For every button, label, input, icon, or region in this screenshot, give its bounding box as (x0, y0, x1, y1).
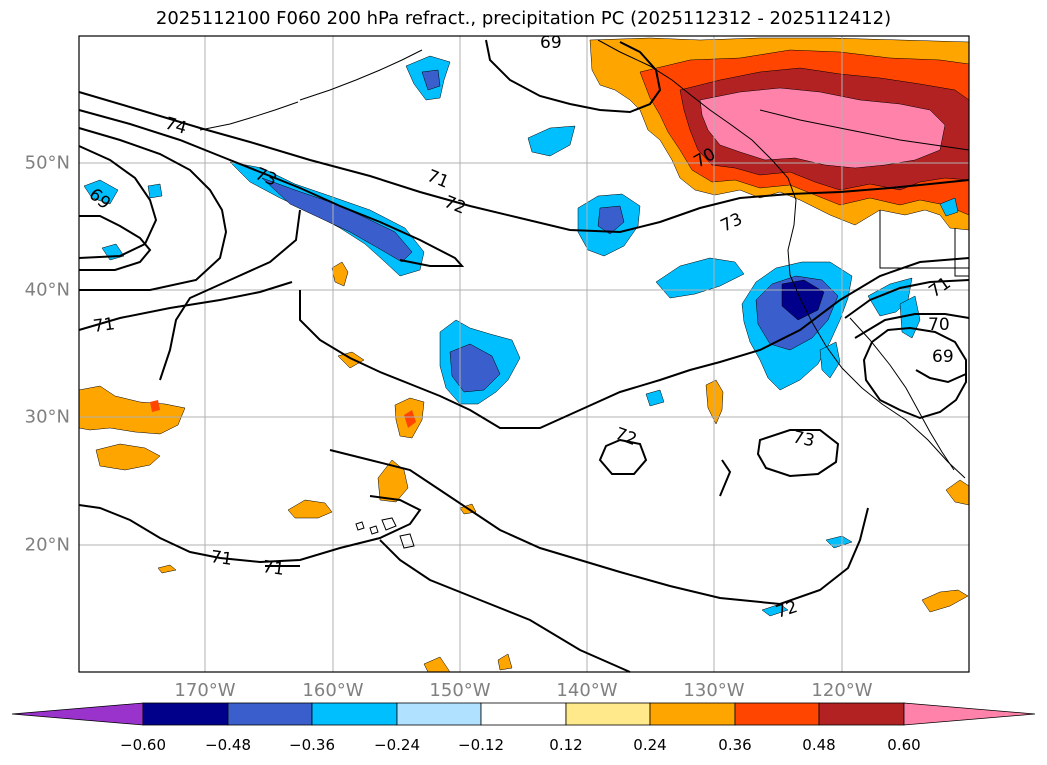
colorbar-tick-label: −0.36 (289, 736, 335, 754)
colorbar-bin (227, 702, 313, 726)
map-frame (78, 35, 970, 673)
coastlines (199, 39, 970, 549)
colorbar-tick-label: −0.12 (458, 736, 504, 754)
colorbar (11, 702, 1036, 726)
precip-red-spots (150, 400, 416, 428)
contour-label: 73 (791, 427, 816, 451)
colorbar-bin (565, 702, 651, 726)
lon-label: 140°W (556, 680, 618, 701)
precip-positive-patches (78, 261, 970, 673)
colorbar-extend-high (903, 702, 1036, 726)
colorbar-bin (480, 702, 567, 726)
colorbar-tick-label: 0.48 (802, 736, 836, 754)
contour-label: 69 (540, 33, 562, 53)
contour-label: 69 (932, 347, 954, 367)
lon-label: 130°W (683, 680, 745, 701)
colorbar-tick-label: −0.48 (205, 736, 251, 754)
colorbar-tick-label: −0.60 (120, 736, 166, 754)
map-title: 2025112100 F060 200 hPa refract., precip… (155, 8, 892, 29)
lat-label: 40°N (24, 279, 70, 301)
lon-label: 120°W (811, 680, 873, 701)
lon-label: 160°W (302, 680, 364, 701)
colorbar-tick-label: 0.36 (718, 736, 752, 754)
colorbar-bin (649, 702, 736, 726)
contour-label: 70 (928, 315, 950, 335)
lon-label: 150°W (429, 680, 491, 701)
colorbar-tick-label: 0.24 (633, 736, 667, 754)
colorbar-tick-label: −0.24 (374, 736, 420, 754)
lat-label: 50°N (24, 152, 70, 174)
colorbar-bin (818, 702, 905, 726)
colorbar-bin (142, 702, 229, 726)
colorbar-tick-label: 0.12 (549, 736, 583, 754)
refractivity-contours (78, 39, 970, 673)
lat-label: 20°N (24, 534, 70, 556)
colorbar-bin (311, 702, 398, 726)
colorbar-bin (396, 702, 482, 726)
colorbar-bin (734, 702, 820, 726)
colorbar-tick-label: 0.60 (887, 736, 921, 754)
lon-label: 170°W (174, 680, 236, 701)
contour-label: 71 (209, 547, 233, 570)
colorbar-extend-low (11, 702, 144, 726)
lat-label: 30°N (24, 406, 70, 428)
contour-label: 71 (92, 314, 116, 337)
contour-label: 71 (261, 557, 285, 580)
map-gridlines (79, 36, 969, 672)
precip-positive-northeast (589, 37, 970, 231)
